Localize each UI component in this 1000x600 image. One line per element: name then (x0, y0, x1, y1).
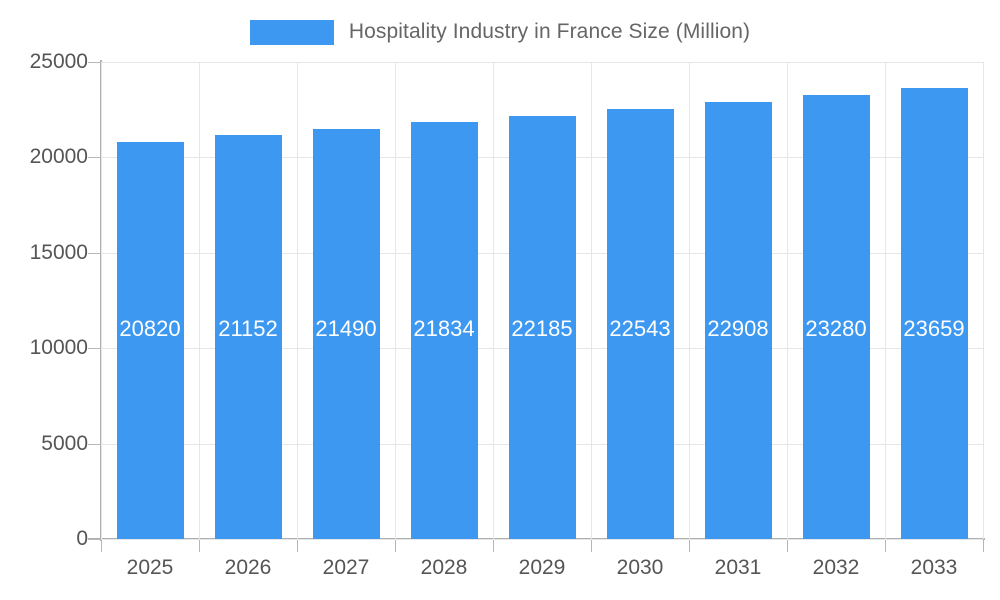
x-axis-tick-mark (787, 540, 788, 552)
bar-value-label: 23280 (805, 316, 867, 342)
x-axis-tick-label: 2026 (224, 556, 272, 579)
bar-value-label: 23659 (903, 316, 965, 342)
y-axis-tick-label: 20000 (29, 145, 88, 169)
x-axis-tick-label: 2027 (322, 556, 370, 579)
x-axis-tick-mark (689, 540, 690, 552)
x-axis-tick-label: 2031 (714, 556, 762, 579)
y-axis-tick-mark (88, 62, 101, 63)
y-axis-tick-label: 15000 (29, 240, 88, 264)
gridline-vertical (591, 62, 592, 539)
bar-value-label: 20820 (119, 316, 181, 342)
x-axis-tick-mark (493, 540, 494, 552)
bar[interactable] (312, 128, 380, 539)
bar[interactable] (214, 135, 282, 539)
x-axis-tick-label: 2033 (910, 556, 958, 579)
y-axis-tick-mark (88, 252, 101, 254)
gridline-vertical (983, 62, 984, 539)
x-axis-tick-mark (885, 540, 886, 552)
legend-label[interactable]: Hospitality Industry in France Size (Mil… (348, 20, 751, 43)
y-axis-tick-label: 5000 (41, 431, 88, 455)
y-axis-tick-label: 25000 (29, 50, 88, 73)
bar[interactable] (802, 94, 870, 539)
bar[interactable] (704, 101, 772, 539)
gridline-vertical (493, 62, 494, 539)
y-axis-tick-label: 10000 (29, 336, 88, 360)
x-axis-tick-label: 2029 (518, 556, 566, 579)
bar[interactable] (508, 115, 576, 539)
bar[interactable] (410, 122, 478, 539)
bar-value-label: 22543 (609, 316, 671, 342)
gridline-horizontal (101, 539, 983, 540)
bar-value-label: 22185 (511, 316, 573, 342)
gridline-vertical (885, 62, 886, 539)
gridline-vertical (101, 62, 102, 539)
y-axis-tick-mark (88, 348, 101, 350)
x-axis-tick-mark (395, 540, 396, 552)
gridline-horizontal (101, 62, 983, 63)
chart-legend: Hospitality Industry in France Size (Mil… (0, 12, 1000, 52)
legend-color-swatch[interactable] (249, 19, 334, 45)
gridline-vertical (199, 62, 200, 539)
bar[interactable] (116, 141, 184, 539)
x-axis-tick-label: 2028 (420, 556, 468, 579)
gridline-vertical (689, 62, 690, 539)
bar[interactable] (900, 87, 968, 539)
bar[interactable] (606, 108, 674, 539)
x-axis-tick-mark (101, 540, 102, 552)
x-axis-tick-mark (983, 540, 984, 552)
plot-area: 20820 21152 21490 21834 22185 22543 22908 23280… (101, 62, 984, 540)
gridline-vertical (395, 62, 396, 539)
x-axis-tick-mark (199, 540, 200, 552)
x-axis-tick-label: 2025 (126, 556, 174, 579)
y-axis: 0 5000 10000 15000 20000 25000 (0, 0, 88, 600)
x-axis-tick-mark (591, 540, 592, 552)
y-axis-tick-mark (88, 157, 101, 159)
bar-value-label: 22908 (707, 316, 769, 342)
y-axis-tick-mark (88, 539, 101, 540)
bar-value-label: 21490 (315, 316, 377, 342)
y-axis-tick-label: 0 (76, 527, 88, 550)
gridline-vertical (787, 62, 788, 539)
x-axis-tick-label: 2030 (616, 556, 664, 579)
gridline-vertical (297, 62, 298, 539)
x-axis-tick-mark (297, 540, 298, 552)
x-axis-tick-label: 2032 (812, 556, 860, 579)
y-axis-tick-mark (88, 443, 101, 445)
bar-value-label: 21152 (218, 316, 278, 342)
bar-value-label: 21834 (413, 316, 475, 342)
